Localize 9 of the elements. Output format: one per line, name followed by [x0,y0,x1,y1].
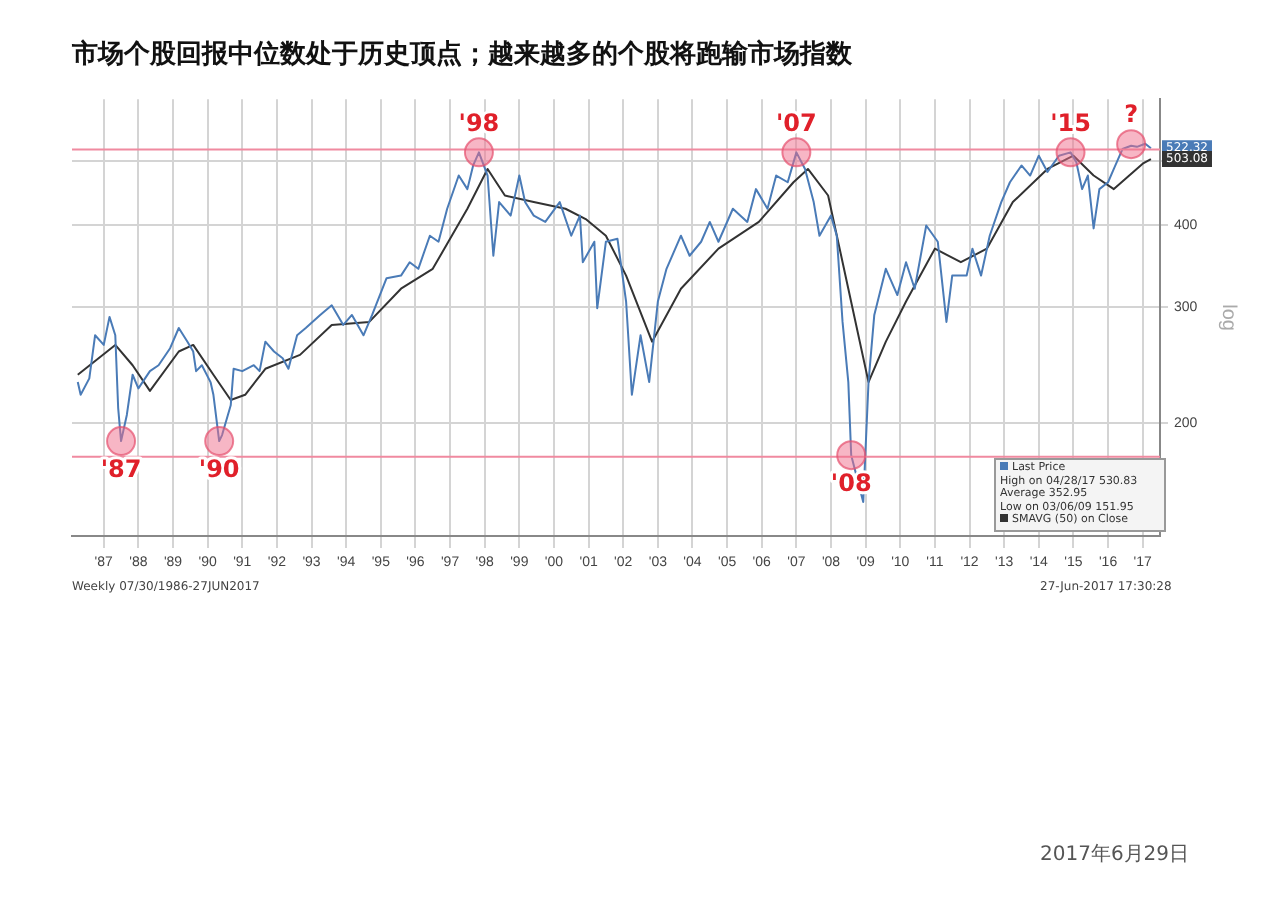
annotation: '07 [776,108,817,137]
annotation: ? [1124,100,1139,129]
annotation: '90 [198,455,240,484]
text: 2017年6月29日 [1040,842,1190,868]
chart-title: 市场个股回报中位数处于历史顶点；越来越多的个股将跑输市场指数 [70,38,854,71]
annotation: '98 [458,108,500,137]
annotation: '15 [1050,108,1091,137]
annotation: '87 [100,455,142,484]
y-axis-title: log [1216,304,1239,331]
